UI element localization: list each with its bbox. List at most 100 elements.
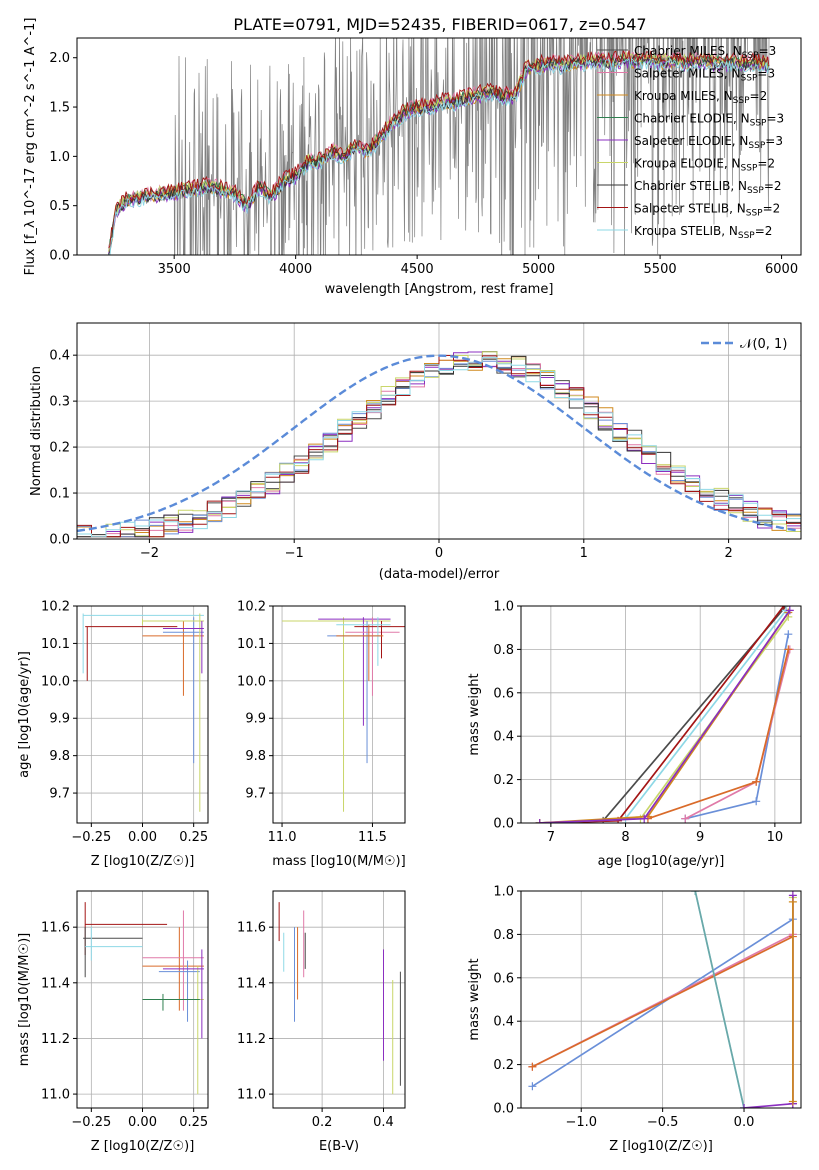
weight-marker (752, 797, 761, 806)
x-tick-label: 11.5 (358, 830, 387, 845)
weight-line-4 (694, 891, 745, 1108)
y-tick-label: 10.0 (41, 674, 70, 689)
chart-weight_vs_Z: −1.0 −0.5 0.0 0.0 0.2 0.4 0.6 0.8 1.0 Z [log10(Z/… (467, 885, 802, 1154)
chart-mass_vs_ebv: 0.2 0.4 11.0 11.2 11.4 11.6 E(B-V) (237, 890, 406, 1154)
y-tick-label: 9.8 (245, 749, 266, 764)
plot-area (83, 902, 204, 1095)
x-tick-label: 1 (580, 546, 588, 561)
y-tick-label: 0.8 (493, 928, 514, 943)
plot-area (528, 891, 797, 1108)
x-tick-label: 2 (724, 546, 732, 561)
x-tick-label: 0.00 (128, 1115, 157, 1130)
y-tick-label: 0.5 (49, 199, 70, 214)
plot-area (278, 902, 401, 1095)
legend-label-5: Kroupa ELODIE, NSSP=2 (634, 157, 775, 174)
y-tick-label: 0.0 (493, 1102, 514, 1117)
plot-area (82, 613, 204, 812)
weight-marker (740, 1104, 749, 1108)
x-tick-label: 0.00 (128, 830, 157, 845)
histogram-2 (77, 356, 801, 538)
y-axis-label: mass weight (467, 958, 482, 1040)
x-tick-label: 8 (621, 830, 629, 845)
y-tick-label: 10.0 (237, 674, 266, 689)
weight-marker (640, 814, 649, 823)
axes-frame (272, 605, 406, 824)
y-tick-label: 1.5 (49, 101, 70, 116)
legend-label-4: Salpeter ELODIE, NSSP=3 (634, 134, 783, 151)
y-tick-label: 11.6 (41, 921, 70, 936)
x-axis-label: E(B-V) (319, 1139, 359, 1154)
x-axis-label: mass [log10(M/M☉)] (272, 854, 405, 869)
plot-area (535, 606, 794, 823)
weight-line-6 (684, 649, 791, 820)
x-axis-label: (data-model)/error (379, 567, 500, 582)
weight-marker (785, 606, 794, 615)
x-axis-label: Z [log10(Z/Z☉)] (91, 1139, 195, 1154)
x-tick-label: 0.25 (179, 830, 208, 845)
spectrum-legend: Chabrier MILES, NSSP=3 Salpeter MILES, NS… (597, 44, 784, 241)
y-tick-label: 9.8 (49, 749, 70, 764)
chart-weight_vs_age: 7 8 9 10 0.0 0.2 0.4 0.6 0.8 1.0 age [log10(age/yr… (467, 600, 802, 869)
y-tick-label: 0.8 (493, 643, 514, 658)
weight-marker (784, 630, 793, 639)
histogram-6 (77, 355, 801, 538)
weight-marker (788, 1097, 797, 1106)
chart-spectrum: Chabrier MILES, NSSP=3 Salpeter MILES, NS… (23, 18, 802, 297)
y-tick-label: 0.6 (493, 971, 514, 986)
x-tick-label: 7 (547, 830, 555, 845)
plot-area (282, 617, 405, 812)
legend-label-6: Chabrier STELIB, NSSP=2 (634, 179, 782, 196)
weight-line-0 (539, 606, 787, 823)
chart-mass_vs_Z: −0.25 0.00 0.25 11.0 11.2 11.4 11.6 Z [log10(Z/… (17, 890, 209, 1154)
axes-frame (272, 890, 406, 1109)
chart-age_vs_mass: 11.0 11.5 9.7 9.8 9.9 10.0 10.1 10.2 mass [log10… (237, 600, 406, 870)
y-tick-label: 9.9 (49, 712, 70, 727)
x-tick-label: 0 (435, 546, 443, 561)
panels: Chabrier MILES, NSSP=3 Salpeter MILES, NS… (17, 18, 802, 1154)
y-axis-label: Normed distribution (29, 366, 44, 496)
x-tick-label: −0.5 (647, 1115, 679, 1130)
y-tick-label: 0.4 (49, 349, 70, 364)
y-tick-label: 11.2 (237, 1032, 266, 1047)
x-tick-label: −1 (285, 546, 304, 561)
y-axis-label: mass [log10(M/M☉)] (17, 933, 32, 1066)
legend-label-0: Chabrier MILES, NSSP=3 (634, 44, 776, 61)
y-tick-label: 0.6 (493, 686, 514, 701)
x-tick-label: 4000 (279, 262, 312, 277)
x-tick-label: 5500 (644, 262, 677, 277)
x-axis-label: Z [log10(Z/Z☉)] (91, 854, 195, 869)
axes-frame (520, 890, 802, 1109)
y-tick-label: 0.3 (49, 395, 70, 410)
weight-marker (752, 777, 761, 786)
y-tick-label: 11.6 (237, 921, 266, 936)
y-tick-label: 10.2 (237, 600, 266, 615)
x-tick-label: −1.0 (565, 1115, 597, 1130)
x-tick-label: −2 (140, 546, 159, 561)
weight-marker (788, 897, 797, 906)
x-tick-label: 5000 (522, 262, 555, 277)
y-tick-label: 10.2 (41, 600, 70, 615)
x-tick-label: 6000 (765, 262, 798, 277)
legend-label-2: Kroupa MILES, NSSP=2 (634, 89, 767, 106)
weight-line-6 (743, 1102, 793, 1108)
y-tick-label: 0.0 (49, 249, 70, 264)
y-tick-label: 0.1 (49, 487, 70, 502)
y-tick-label: 9.7 (245, 787, 266, 802)
y-tick-label: 11.4 (237, 976, 266, 991)
weight-marker (528, 1062, 537, 1071)
model-line-7 (108, 49, 770, 249)
y-tick-label: 1.0 (49, 150, 70, 165)
x-tick-label: 9 (696, 830, 704, 845)
weight-marker (779, 606, 788, 610)
legend-label-3: Chabrier ELODIE, NSSP=3 (634, 112, 784, 129)
x-axis-label: age [log10(age/yr)] (598, 854, 725, 869)
x-tick-label: −0.25 (71, 1115, 111, 1130)
x-tick-label: 4500 (401, 262, 434, 277)
y-tick-label: 11.2 (41, 1032, 70, 1047)
y-tick-label: 11.4 (41, 976, 70, 991)
y-tick-label: 1.0 (493, 600, 514, 615)
x-axis-label: wavelength [Angstrom, rest frame] (325, 282, 554, 297)
y-tick-label: 0.4 (493, 1015, 514, 1030)
spectrum-data-line (108, 38, 770, 255)
y-tick-label: 0.0 (49, 533, 70, 548)
